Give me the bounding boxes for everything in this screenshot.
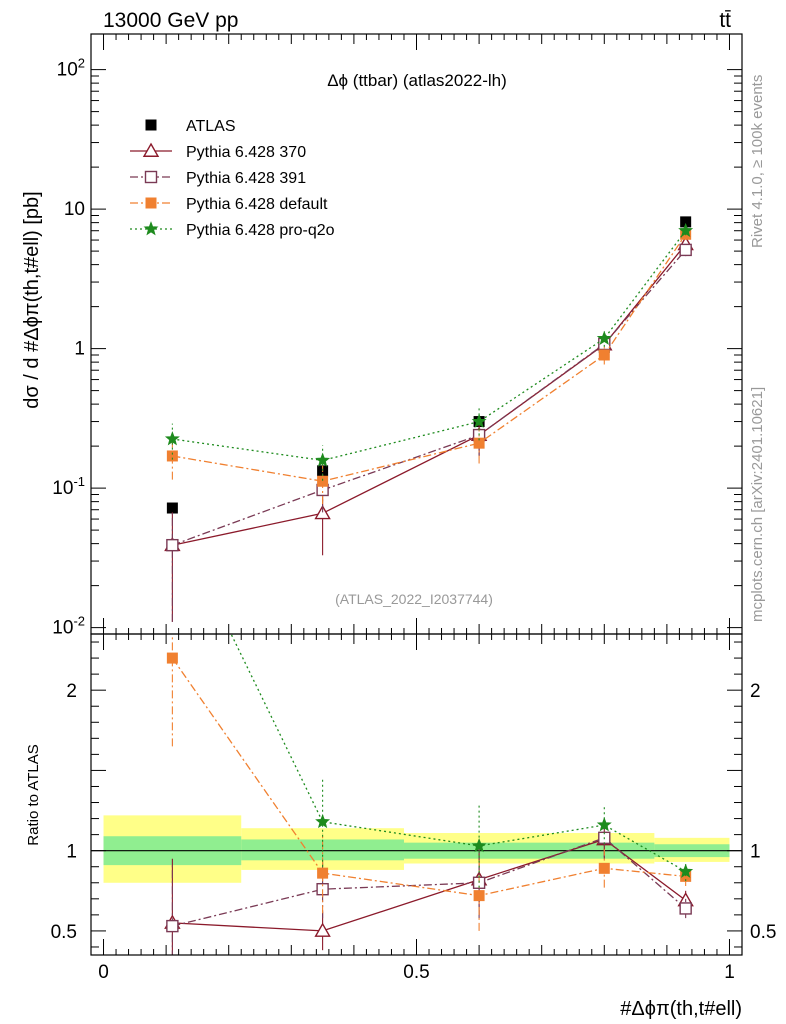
process-label: tt̄: [719, 9, 731, 32]
ratio-plot-frame: [90, 633, 743, 956]
legend-marker-atlas: [145, 119, 157, 131]
ratio-point-pythia-6-428-pro-q2o: [315, 813, 331, 829]
legend-marker-pythia-6-428-391: [144, 170, 158, 184]
ratio-y-tick-label-right: 0.5: [750, 922, 776, 943]
data-point-pythia-6-428-pro-q2o: [315, 452, 331, 467]
ratio-point-pythia-6-428-370: [314, 922, 331, 937]
y-tick-label: 10: [64, 199, 85, 220]
ratio-point-pythia-6-428-391: [166, 919, 179, 933]
ratio-point-pythia-6-428-default: [680, 870, 692, 882]
data-point-pythia-6-428-370: [314, 504, 331, 520]
ratio-point-pythia-6-428-default: [473, 890, 485, 902]
legend-marker-pythia-6-428-pro-q2o: [143, 221, 159, 236]
y-tick-label: 1: [74, 339, 85, 360]
legend-label-pythia-6-428-370: Pythia 6.428 370: [186, 144, 306, 161]
ratio-y-tick-label-left: 0.5: [51, 922, 77, 943]
ratio-y-tick-label-left: 2: [66, 681, 77, 702]
data-point-atlas: [680, 216, 692, 228]
source-label: mcplots.cern.ch [arXiv:2401.10621]: [749, 387, 766, 622]
x-tick-label: 0: [98, 962, 109, 983]
legend-label-pythia-6-428-pro-q2o: Pythia 6.428 pro-q2o: [186, 222, 335, 239]
series-line-pythia-6-428-370: [172, 243, 687, 546]
y-tick-label: 10-1: [52, 474, 85, 499]
data-point-pythia-6-428-391: [166, 538, 179, 552]
ratio-point-pythia-6-428-default: [317, 867, 329, 879]
ratio-point-pythia-6-428-pro-q2o: [471, 838, 487, 853]
x-axis-label: #Δϕπ(th,t#ell): [620, 998, 742, 1020]
data-point-pythia-6-428-pro-q2o: [471, 413, 487, 428]
data-point-pythia-6-428-pro-q2o: [596, 330, 612, 345]
x-tick-label: 1: [724, 962, 735, 983]
y-tick-label: 102: [57, 56, 85, 81]
legend-marker-pythia-6-428-default: [145, 197, 157, 209]
ratio-line-pythia-6-428-pro-q2o: [230, 634, 687, 873]
energy-label: 13000 GeV pp: [103, 9, 238, 32]
x-tick-label: 0.5: [403, 962, 429, 983]
ratio-y-axis-label: Ratio to ATLAS: [25, 744, 42, 845]
ratio-point-pythia-6-428-pro-q2o: [596, 817, 612, 832]
ratio-y-tick-label-right: 1: [750, 842, 761, 863]
data-point-atlas: [166, 502, 178, 514]
data-point-pythia-6-428-391: [679, 243, 692, 257]
main-y-axis-label: dσ / d #Δϕπ(th,t#ell) [pb]: [21, 191, 43, 408]
analysis-watermark: (ATLAS_2022_I2037744): [335, 591, 493, 607]
legend-label-pythia-6-428-391: Pythia 6.428 391: [186, 170, 306, 187]
data-point-pythia-6-428-pro-q2o: [164, 431, 180, 446]
data-point-pythia-6-428-default: [317, 475, 329, 487]
ratio-point-pythia-6-428-391: [679, 902, 692, 915]
ratio-y-tick-label-right: 2: [750, 681, 761, 702]
legend-label-atlas: ATLAS: [186, 118, 236, 135]
data-point-pythia-6-428-default: [166, 450, 178, 462]
data-point-pythia-6-428-default: [473, 437, 485, 449]
y-tick-label: 10-2: [52, 614, 85, 639]
legend-label-pythia-6-428-default: Pythia 6.428 default: [186, 196, 328, 213]
legend-marker-pythia-6-428-370: [142, 142, 160, 157]
ratio-point-pythia-6-428-default: [166, 652, 178, 664]
rivet-version-label: Rivet 4.1.0, ≥ 100k events: [749, 75, 766, 248]
data-point-pythia-6-428-default: [598, 349, 610, 361]
series-line-pythia-6-428-391: [172, 249, 687, 546]
data-point-pythia-6-428-pro-q2o: [678, 222, 694, 238]
ratio-y-tick-label-left: 1: [66, 842, 77, 863]
ratio-point-pythia-6-428-default: [598, 862, 610, 874]
chart-title: Δϕ (ttbar) (atlas2022-lh): [327, 71, 507, 90]
ratio-point-pythia-6-428-pro-q2o: [678, 863, 694, 878]
series-line-pythia-6-428-pro-q2o: [172, 230, 687, 462]
series-line-pythia-6-428-default: [172, 233, 687, 482]
legend: ATLAS Pythia 6.428 370 Pythia 6.428 391 Pyt…: [130, 118, 335, 239]
